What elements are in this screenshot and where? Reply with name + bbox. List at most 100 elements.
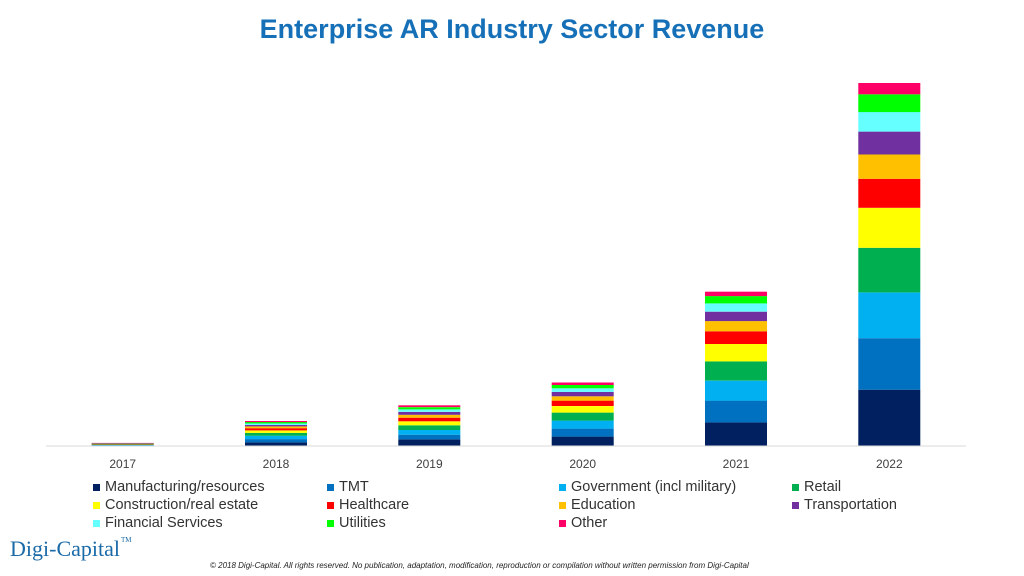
legend-label: TMT (339, 479, 369, 495)
bar-segment-2019-construction-real-estate (398, 421, 461, 426)
bar-segment-2021-financial-services (705, 303, 767, 312)
legend-label: Utilities (339, 515, 386, 531)
bar-segment-2021-utilities (705, 296, 767, 304)
bar-segment-2018-financial-services (245, 423, 307, 425)
legend-label: Retail (804, 479, 842, 495)
bar-segment-2018-construction-real-estate (245, 430, 307, 433)
legend-label: Manufacturing/resources (105, 479, 265, 495)
legend-item: Transportation (792, 496, 992, 514)
bar-segment-2022-transportation (858, 131, 921, 155)
bar-segment-2022-construction-real-estate (858, 207, 921, 248)
bar-segment-2020-healthcare (551, 400, 614, 406)
bar-segment-2021-transportation (705, 311, 767, 322)
bar-segment-2020-tmt (551, 428, 614, 437)
bars-layer (91, 83, 921, 447)
bar-segment-2019-education (398, 414, 461, 418)
bar-segment-2022-retail (858, 247, 921, 293)
legend-item: Manufacturing/resources (93, 478, 327, 496)
legend-label: Government (incl military) (571, 479, 737, 495)
bar-segment-2020-manufacturing-resources (551, 436, 614, 446)
bar-segment-2021-government-incl-military- (705, 380, 767, 401)
legend-label: Construction/real estate (105, 497, 259, 513)
legend-swatch (559, 483, 566, 491)
bar-segment-2021-other (705, 291, 767, 297)
bar-segment-2020-transportation (551, 391, 614, 397)
bar-segment-2017-other (91, 442, 154, 444)
bar-segment-2022-other (858, 83, 921, 95)
bar-segment-2022-healthcare (858, 178, 921, 208)
legend-item: Retail (792, 478, 992, 496)
legend-label: Financial Services (105, 515, 223, 531)
bar-segment-2018-healthcare (245, 428, 307, 431)
bar-segment-2021-healthcare (705, 331, 767, 344)
bar-segment-2020-financial-services (551, 388, 614, 392)
bar-segment-2022-education (858, 154, 921, 179)
x-tick-label: 2021 (723, 457, 750, 471)
legend-item: Education (559, 496, 792, 514)
bar-segment-2018-government-incl-military- (245, 435, 307, 440)
bar-segment-2019-utilities (398, 407, 461, 410)
bar-segment-2018-other (245, 421, 307, 423)
bar-segment-2020-construction-real-estate (551, 406, 614, 413)
chart-plot: 2017 2018 2019 2020 2021 2022 (46, 83, 966, 471)
legend-swatch (792, 501, 799, 509)
bar-segment-2018-tmt (245, 439, 307, 443)
bar-segment-2019-government-incl-military- (398, 430, 461, 435)
bar-segment-2022-government-incl-military- (858, 292, 921, 339)
bar-segment-2022-manufacturing-resources (858, 389, 921, 446)
bar-segment-2018-education (245, 426, 307, 429)
legend-label: Transportation (804, 497, 897, 513)
legend-label: Healthcare (339, 497, 410, 513)
legend-swatch (327, 519, 334, 527)
bar-segment-2021-retail (705, 361, 767, 381)
bar-segment-2019-retail (398, 425, 461, 430)
bar-segment-2018-transportation (245, 424, 307, 427)
legend-item: Healthcare (327, 496, 559, 514)
logo-text: Digi-Capital (10, 536, 120, 561)
legend-swatch (93, 501, 100, 509)
legend-swatch (93, 483, 100, 491)
legend-label: Other (571, 515, 608, 531)
legend-swatch (327, 501, 334, 509)
copyright-notice: © 2018 Digi-Capital. All rights reserved… (210, 561, 749, 570)
bar-segment-2017-tmt (91, 445, 154, 446)
legend-item: Utilities (327, 514, 559, 532)
legend-swatch (327, 483, 334, 491)
bar-segment-2020-government-incl-military- (551, 420, 614, 429)
x-tick-label: 2022 (876, 457, 903, 471)
legend-item: Construction/real estate (93, 496, 327, 514)
bar-segment-2020-utilities (551, 385, 614, 389)
bar-segment-2019-healthcare (398, 417, 461, 422)
x-tick-labels: 2017 2018 2019 2020 2021 2022 (109, 457, 903, 471)
legend-swatch (93, 519, 100, 527)
x-tick-label: 2020 (569, 457, 596, 471)
bar-segment-2019-transportation (398, 411, 461, 415)
x-tick-label: 2018 (263, 457, 290, 471)
bar-segment-2022-tmt (858, 338, 921, 390)
legend-item: TMT (327, 478, 559, 496)
bar-segment-2019-tmt (398, 434, 461, 440)
bar-segment-2020-education (551, 396, 614, 401)
bar-segment-2018-manufacturing-resources (245, 442, 307, 446)
digi-capital-logo: Digi-CapitalTM (10, 536, 131, 562)
bar-segment-2022-financial-services (858, 112, 921, 132)
bar-segment-2019-financial-services (398, 409, 461, 412)
bar-segment-2022-utilities (858, 94, 921, 113)
bar-segment-2018-retail (245, 432, 307, 436)
bar-segment-2021-construction-real-estate (705, 344, 767, 362)
bar-segment-2021-education (705, 321, 767, 332)
bar-segment-2017-retail (91, 444, 154, 445)
bar-segment-2019-manufacturing-resources (398, 439, 461, 446)
bar-segment-2020-retail (551, 412, 614, 421)
x-tick-label: 2019 (416, 457, 443, 471)
legend-swatch (792, 483, 799, 491)
legend: Manufacturing/resources TMT Government (in… (93, 478, 993, 532)
bar-segment-2021-manufacturing-resources (705, 422, 767, 446)
bar-segment-2021-tmt (705, 400, 767, 423)
bar-segment-2019-other (398, 405, 461, 408)
x-tick-label: 2017 (109, 457, 136, 471)
legend-item: Other (559, 514, 792, 532)
logo-trademark: TM (120, 536, 132, 544)
legend-swatch (559, 501, 566, 509)
bar-segment-2018-utilities (245, 422, 307, 424)
